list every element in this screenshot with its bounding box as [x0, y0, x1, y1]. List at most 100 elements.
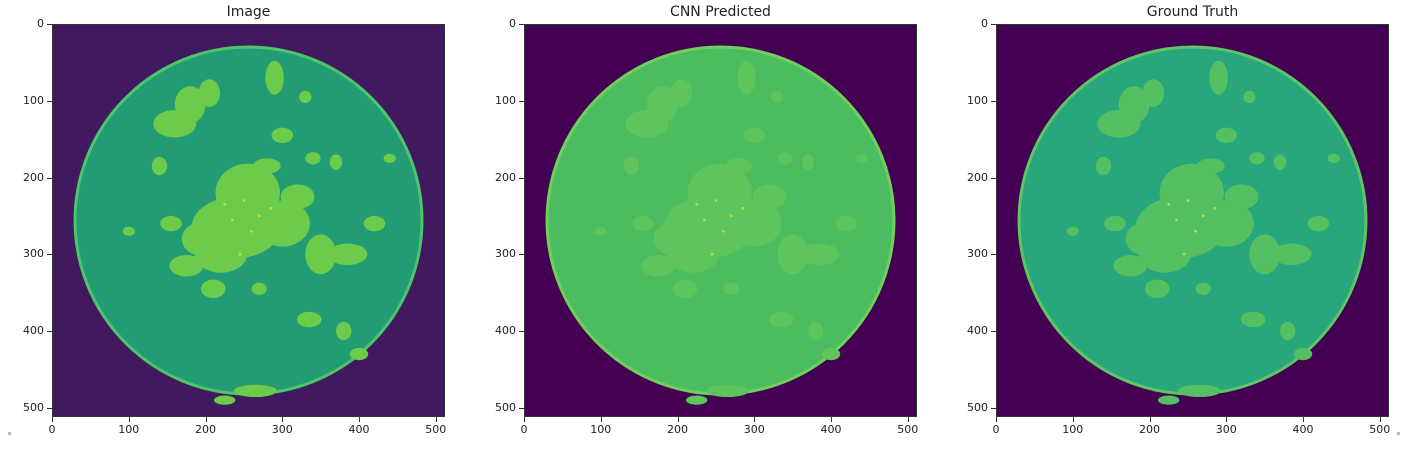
- y-tick: [519, 177, 524, 179]
- x-tick-label: 100: [590, 423, 612, 436]
- bright-spot: [702, 218, 706, 222]
- pore-blob: [801, 154, 815, 170]
- bright-spot: [223, 202, 227, 206]
- pore-blob: [265, 60, 284, 95]
- x-tick: [128, 417, 130, 422]
- y-tick-label: 400: [495, 324, 516, 338]
- y-tick: [991, 100, 996, 102]
- bright-spot: [714, 199, 718, 202]
- y-tick: [519, 331, 524, 333]
- tomography-image: [52, 24, 445, 417]
- y-tick-label: 500: [967, 400, 988, 414]
- image-plot: [52, 24, 445, 417]
- pore-blob: [296, 311, 322, 328]
- panel-ground-truth: Ground Truth 0 100 200 300 400 500 0 100 200 300 4…: [967, 0, 1390, 465]
- y-tick: [519, 254, 524, 256]
- y-tick: [47, 100, 52, 102]
- pore-blob: [1273, 154, 1287, 170]
- pore-blob: [1144, 279, 1170, 299]
- x-tick: [600, 417, 602, 422]
- y-tick-label: 200: [495, 170, 516, 184]
- pore-blob: [641, 255, 676, 277]
- pore-blob: [271, 127, 294, 143]
- pore-blob: [799, 243, 840, 266]
- pore-blob: [181, 222, 222, 256]
- y-tick-label: 500: [495, 400, 516, 414]
- pore-blob: [623, 156, 640, 176]
- y-tick-label: 300: [967, 247, 988, 261]
- pore-blob: [1142, 79, 1165, 107]
- x-tick: [677, 417, 679, 422]
- y-tick-label: 400: [967, 324, 988, 338]
- pore-blob: [151, 156, 168, 176]
- pore-blob: [1243, 90, 1256, 104]
- x-tick: [205, 417, 207, 422]
- x-tick: [1149, 417, 1151, 422]
- pore-blob: [743, 127, 766, 143]
- bright-spot: [1167, 202, 1171, 206]
- x-tick: [1379, 417, 1381, 422]
- y-tick: [519, 100, 524, 102]
- pore-blob: [1177, 384, 1221, 398]
- pore-blob: [1307, 215, 1330, 232]
- pore-blob: [280, 184, 315, 209]
- y-tick: [991, 24, 996, 25]
- pore-blob: [1095, 156, 1112, 176]
- pore-blob: [169, 255, 204, 277]
- pore-blob: [349, 347, 369, 361]
- pore-blob: [1327, 153, 1340, 163]
- pore-blob: [233, 384, 277, 398]
- pore-blob: [1249, 152, 1265, 165]
- pore-blob: [808, 321, 824, 341]
- decor-dot: [1397, 432, 1400, 435]
- pore-blob: [646, 86, 678, 124]
- pore-blob: [251, 282, 267, 295]
- x-tick-label: 500: [1369, 423, 1391, 436]
- x-tick-label: 100: [1062, 423, 1084, 436]
- bright-spot: [722, 229, 725, 233]
- y-tick-label: 300: [495, 247, 516, 261]
- y-tick-label: 0: [981, 17, 988, 30]
- y-tick: [991, 331, 996, 333]
- x-tick-label: 200: [195, 423, 217, 436]
- x-tick: [907, 417, 909, 422]
- pore-blob: [705, 384, 749, 398]
- pore-blob: [1240, 311, 1266, 328]
- pore-blob: [725, 158, 753, 174]
- pore-blob: [213, 395, 236, 405]
- pore-blob: [1195, 282, 1211, 295]
- x-tick: [996, 417, 997, 422]
- bright-spot: [1194, 229, 1197, 233]
- ground-truth-image: [996, 24, 1389, 417]
- pore-blob: [632, 215, 654, 232]
- x-tick-label: 500: [425, 423, 447, 436]
- x-tick: [435, 417, 437, 422]
- x-tick-label: 300: [1215, 423, 1237, 436]
- pore-blob: [1293, 347, 1313, 361]
- pore-blob: [253, 158, 281, 174]
- panel-title: Image: [226, 4, 271, 20]
- pore-blob: [363, 215, 386, 232]
- pore-blob: [174, 86, 206, 124]
- pore-blob: [299, 90, 312, 104]
- pore-blob: [1113, 255, 1148, 277]
- image-plot: [996, 24, 1389, 417]
- y-tick-label: 400: [23, 324, 44, 338]
- pore-blob: [1198, 200, 1254, 247]
- pore-blob: [198, 79, 221, 107]
- bright-spot: [1213, 206, 1217, 210]
- pore-blob: [685, 395, 708, 405]
- bright-spot: [1186, 199, 1190, 202]
- x-tick-label: 500: [897, 423, 919, 436]
- y-tick-label: 100: [967, 93, 988, 107]
- pore-blob: [1215, 127, 1238, 143]
- x-tick: [282, 417, 284, 422]
- pore-blob: [1125, 222, 1166, 256]
- y-tick: [47, 177, 52, 179]
- pore-blob: [1118, 86, 1150, 124]
- x-tick: [754, 417, 756, 422]
- pore-blob: [594, 226, 607, 236]
- panel-cnn-predicted: CNN Predicted 0 100 200 300 400 500 0 100 200 300…: [495, 0, 918, 465]
- pore-blob: [1249, 234, 1281, 275]
- x-tick: [1072, 417, 1074, 422]
